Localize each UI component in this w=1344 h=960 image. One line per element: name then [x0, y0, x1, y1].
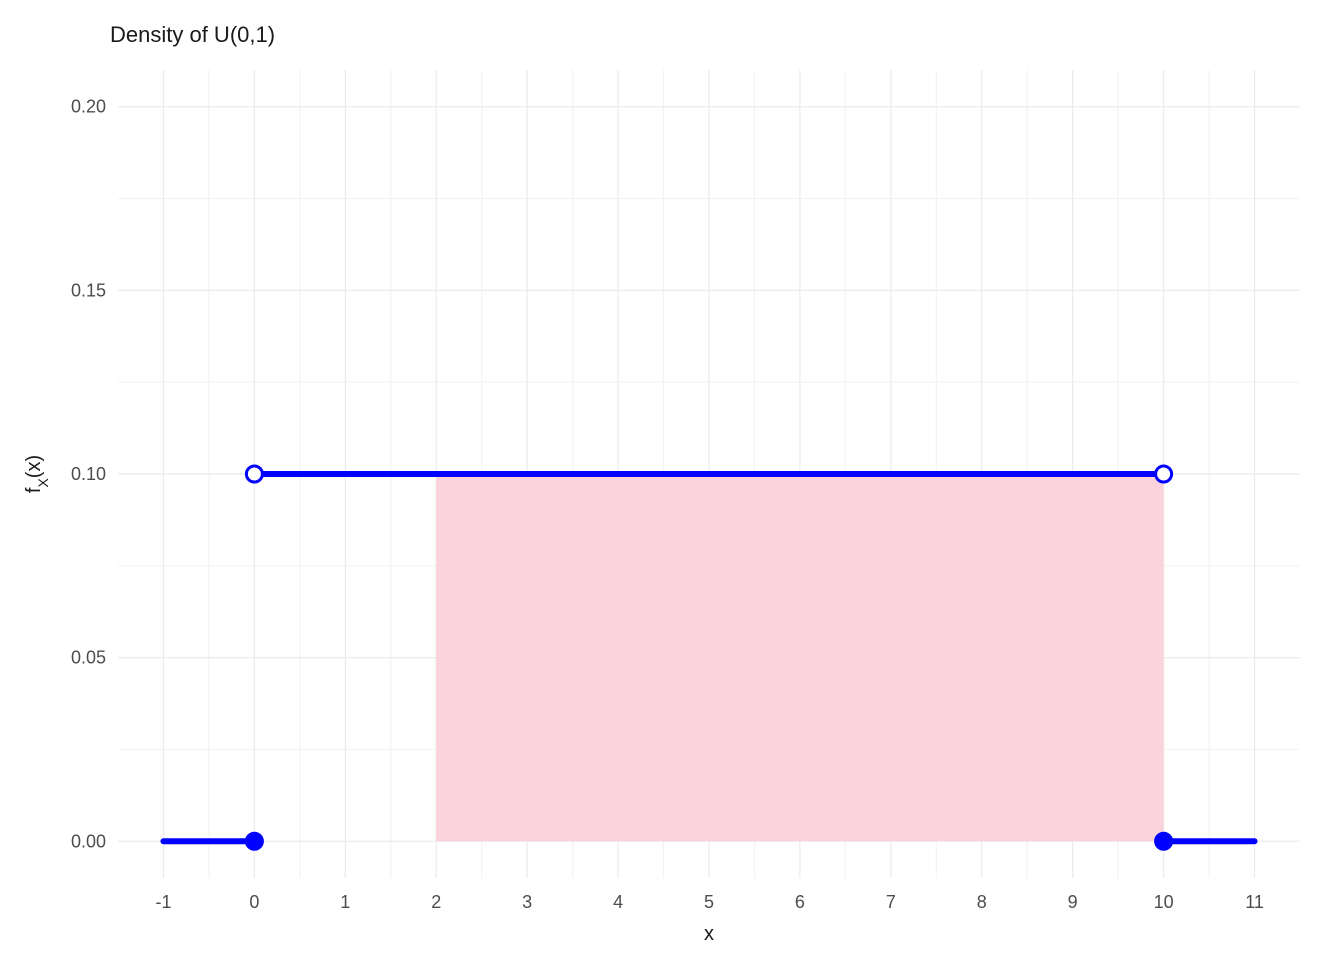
chart-title: Density of U(0,1): [110, 22, 275, 47]
x-tick-label: -1: [155, 892, 171, 912]
x-tick-label: 9: [1068, 892, 1078, 912]
open-point-marker: [1156, 466, 1172, 482]
x-tick-label: 6: [795, 892, 805, 912]
x-tick-label: 7: [886, 892, 896, 912]
x-tick-label: 8: [977, 892, 987, 912]
density-chart: -1 0 1 2 3 4 5 6 7 8 9 10 11 0.00 0.05 0.10 0.15 0.20 x fX(…: [0, 0, 1344, 960]
closed-point-marker: [246, 833, 262, 849]
x-tick-label: 0: [249, 892, 259, 912]
y-tick-label: 0.05: [71, 648, 106, 668]
y-tick-label: 0.10: [71, 464, 106, 484]
x-tick-label: 1: [340, 892, 350, 912]
x-tick-label: 11: [1245, 892, 1264, 912]
y-axis-label: fX(x): [23, 455, 51, 493]
open-point-marker: [246, 466, 262, 482]
x-tick-label: 3: [522, 892, 532, 912]
y-tick-label: 0.15: [71, 280, 106, 300]
x-axis-label: x: [704, 923, 714, 945]
x-tick-label: 4: [613, 892, 623, 912]
y-tick-label: 0.20: [71, 97, 106, 117]
x-tick-label: 5: [704, 892, 714, 912]
y-tick-label: 0.00: [71, 831, 106, 851]
chart-container: -1 0 1 2 3 4 5 6 7 8 9 10 11 0.00 0.05 0.10 0.15 0.20 x fX(…: [0, 0, 1344, 960]
closed-point-marker: [1156, 833, 1172, 849]
x-tick-label: 2: [431, 892, 441, 912]
shade-region: [436, 474, 1163, 841]
x-tick-label: 10: [1154, 892, 1174, 912]
